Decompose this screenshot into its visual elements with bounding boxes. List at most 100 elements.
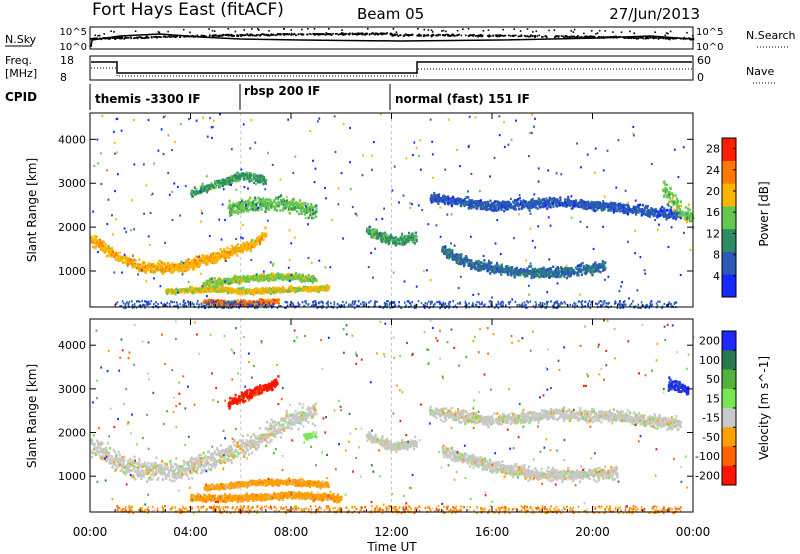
data-cell <box>241 291 244 294</box>
nsky-point <box>276 34 278 36</box>
data-cell <box>270 272 273 275</box>
nsky-point <box>408 34 411 36</box>
data-cell <box>220 255 223 258</box>
data-cell <box>263 201 266 204</box>
data-cell <box>232 280 235 283</box>
data-cell <box>250 239 253 242</box>
cpid-row: CPID themis -3300 IF rbsp 200 IF normal … <box>5 84 530 110</box>
data-cell <box>289 278 293 282</box>
nsky-point <box>546 36 548 39</box>
data-cell <box>229 287 232 290</box>
data-cell <box>133 262 137 266</box>
nsky-point <box>301 33 303 36</box>
data-cell <box>542 204 546 207</box>
data-cell <box>278 201 281 204</box>
nsky-point <box>143 37 145 39</box>
nsky-point <box>183 36 186 38</box>
nsky-point <box>330 34 333 36</box>
data-cell <box>240 207 243 210</box>
data-cell <box>311 286 314 290</box>
data-cell <box>117 255 120 259</box>
data-cell <box>239 177 242 180</box>
data-cell <box>186 260 189 264</box>
data-cell <box>383 231 386 235</box>
data-cell <box>509 203 512 206</box>
freq-tick-top: 18 <box>60 54 74 67</box>
data-cell <box>240 289 243 293</box>
data-cell <box>269 292 272 295</box>
data-cell <box>493 202 496 205</box>
data-cell <box>217 299 220 302</box>
data-cell <box>482 206 486 210</box>
data-cell <box>101 240 104 243</box>
data-cell <box>113 255 116 259</box>
data-cell <box>194 193 197 196</box>
data-cell <box>407 235 410 238</box>
data-cell <box>298 286 301 289</box>
data-cell <box>277 204 280 208</box>
nsky-point <box>257 28 259 30</box>
data-cell <box>190 259 193 263</box>
nsky-point <box>250 33 252 36</box>
data-cell <box>286 276 289 280</box>
data-cell <box>469 201 472 204</box>
data-cell <box>235 246 238 249</box>
data-cell <box>197 191 201 195</box>
nsky-point <box>361 32 364 34</box>
data-cell <box>641 208 644 211</box>
data-cell <box>98 240 101 244</box>
nsky-point <box>94 34 96 37</box>
nsky-point <box>172 36 174 38</box>
data-cell <box>293 208 296 211</box>
data-cell <box>236 212 240 215</box>
nsky-point <box>174 36 177 39</box>
data-cell <box>167 262 170 265</box>
data-cell <box>309 289 312 293</box>
nsky-point <box>573 28 576 31</box>
data-cell <box>307 273 310 277</box>
data-cell <box>132 261 135 264</box>
nsky-point <box>322 33 324 35</box>
nsky-point <box>554 36 557 38</box>
data-cell <box>219 303 222 307</box>
nsky-point <box>245 33 248 36</box>
data-cell <box>572 205 575 209</box>
data-cell <box>315 285 318 289</box>
nsky-point <box>326 33 328 36</box>
data-cell <box>194 191 197 195</box>
data-cell <box>637 209 640 212</box>
nsky-point <box>391 33 393 36</box>
data-cell <box>432 200 435 203</box>
nsky-point <box>165 36 167 38</box>
data-cell <box>589 206 592 210</box>
data-cell <box>251 208 255 212</box>
data-cell <box>542 198 545 201</box>
data-cell <box>632 210 635 214</box>
data-cell <box>312 289 315 292</box>
nsky-point <box>393 33 396 35</box>
data-cell <box>185 259 188 263</box>
data-cell <box>270 206 273 210</box>
data-cell <box>601 209 604 212</box>
data-cell <box>231 178 234 182</box>
data-cell <box>217 252 220 255</box>
cpid-label: CPID <box>5 90 37 104</box>
data-cell <box>478 200 481 204</box>
data-cell <box>310 275 313 278</box>
data-cell <box>494 208 497 212</box>
nsky-point <box>157 36 159 38</box>
nsky-point <box>449 35 452 37</box>
nsky-point <box>137 36 139 39</box>
data-cell <box>206 189 209 192</box>
data-cell <box>583 203 586 206</box>
data-cell <box>159 263 162 267</box>
nsky-point <box>599 36 601 38</box>
data-cell <box>261 234 265 237</box>
data-cell <box>150 270 153 273</box>
nsky-point <box>669 30 672 33</box>
nsky-point <box>532 35 534 37</box>
nsky-point <box>114 38 117 40</box>
data-cell <box>306 279 309 283</box>
nsky-point <box>325 32 327 34</box>
nsky-point <box>654 31 656 33</box>
